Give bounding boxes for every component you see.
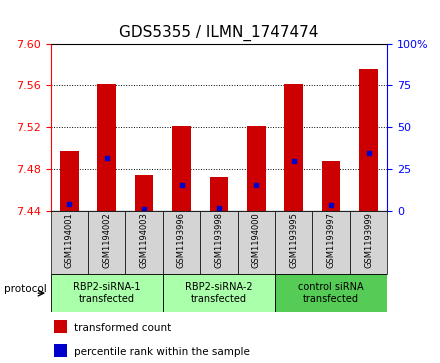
Bar: [54, 344, 67, 357]
Text: control siRNA
transfected: control siRNA transfected: [298, 282, 364, 304]
Bar: [97, 84, 116, 211]
Text: protocol: protocol: [4, 284, 47, 294]
Text: percentile rank within the sample: percentile rank within the sample: [74, 347, 250, 356]
Title: GDS5355 / ILMN_1747474: GDS5355 / ILMN_1747474: [119, 25, 319, 41]
Bar: [238, 211, 275, 274]
Bar: [284, 84, 303, 211]
Bar: [51, 274, 163, 312]
Text: transformed count: transformed count: [74, 323, 172, 333]
Text: GSM1193998: GSM1193998: [214, 212, 224, 269]
Text: GSM1193999: GSM1193999: [364, 212, 373, 268]
Text: RBP2-siRNA-1
transfected: RBP2-siRNA-1 transfected: [73, 282, 140, 304]
Bar: [359, 69, 378, 211]
Bar: [209, 177, 228, 211]
Bar: [163, 274, 275, 312]
Bar: [135, 175, 154, 211]
Bar: [275, 211, 312, 274]
Text: GSM1193995: GSM1193995: [289, 212, 298, 268]
Bar: [312, 211, 350, 274]
Bar: [275, 274, 387, 312]
Bar: [125, 211, 163, 274]
Text: GSM1194000: GSM1194000: [252, 212, 261, 268]
Text: GSM1194002: GSM1194002: [102, 212, 111, 268]
Bar: [350, 211, 387, 274]
Bar: [322, 162, 341, 211]
Text: GSM1194001: GSM1194001: [65, 212, 74, 268]
Bar: [60, 151, 79, 211]
Bar: [172, 126, 191, 211]
Bar: [54, 320, 67, 333]
Bar: [88, 211, 125, 274]
Text: GSM1193996: GSM1193996: [177, 212, 186, 269]
Text: RBP2-siRNA-2
transfected: RBP2-siRNA-2 transfected: [185, 282, 253, 304]
Bar: [51, 211, 88, 274]
Bar: [247, 126, 266, 211]
Text: GSM1193997: GSM1193997: [326, 212, 336, 269]
Bar: [200, 211, 238, 274]
Text: GSM1194003: GSM1194003: [139, 212, 149, 268]
Bar: [163, 211, 200, 274]
